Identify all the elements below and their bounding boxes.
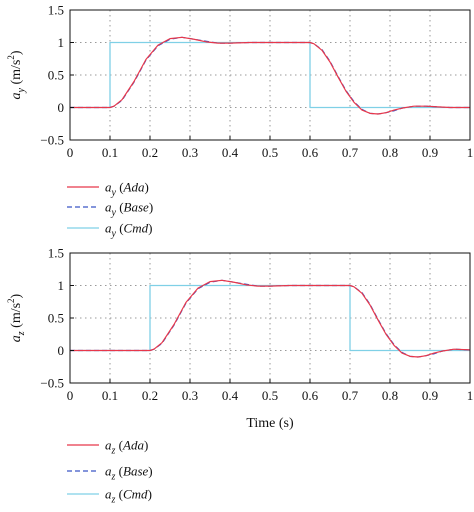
legend-label-open: ( <box>116 200 124 215</box>
legend-label-symbol: a <box>105 180 112 195</box>
x-tick-label: 1 <box>467 145 474 160</box>
x-tick-label: 0.1 <box>102 145 118 160</box>
y-axis-label-close: ) <box>9 293 24 298</box>
legend-label-close: ) <box>148 487 152 502</box>
y-axis-label: ay (m/s2) <box>6 50 27 99</box>
y-tick-label: −0.5 <box>40 376 64 391</box>
x-tick-label: 0.6 <box>302 388 319 403</box>
legend-label-close: ) <box>144 438 148 453</box>
x-tick-label: 0.4 <box>222 388 239 403</box>
legend-label-symbol: a <box>105 487 112 502</box>
legend-label-base: az (Base) <box>105 464 153 483</box>
x-tick-label: 0.3 <box>182 145 198 160</box>
legend-label-name: Cmd <box>123 487 148 502</box>
legend-label-name: Base <box>123 464 149 479</box>
x-tick-label: 0.1 <box>102 388 118 403</box>
y-axis-label-subscript: z <box>16 331 27 336</box>
legend-label-subscript: z <box>111 472 116 483</box>
legend-label-name: Cmd <box>124 221 149 236</box>
x-axis-label: Time (s) <box>246 416 294 431</box>
x-tick-label: 0 <box>67 145 74 160</box>
y-tick-label: −0.5 <box>40 133 64 148</box>
legend-label-base: ay (Base) <box>105 200 153 219</box>
legend-label-close: ) <box>148 221 152 236</box>
x-tick-label: 0.9 <box>422 145 438 160</box>
legend-label-close: ) <box>148 464 152 479</box>
legend-label-subscript: y <box>111 188 117 199</box>
legend-label-cmd: ay (Cmd) <box>105 221 152 240</box>
x-tick-label: 1 <box>467 388 474 403</box>
y-tick-label: 1.5 <box>48 3 64 18</box>
chart-az: 0 0.1 0.2 0.3 0.4 0.5 0.6 0.7 0.8 0.9 11.510.50−0.… <box>6 246 473 506</box>
legend: ay (Ada)ay (Base)ay (Cmd) <box>67 180 153 240</box>
legend-label-subscript: y <box>111 229 117 240</box>
legend-label-ada: az (Ada) <box>105 438 148 457</box>
x-tick-label: 0.3 <box>182 388 198 403</box>
x-tick-label: 0.7 <box>342 388 359 403</box>
legend-label-subscript: y <box>111 208 117 219</box>
y-axis-label-symbol: a <box>9 335 24 342</box>
x-tick-label: 0.8 <box>382 388 398 403</box>
y-tick-label: 1 <box>58 278 65 293</box>
y-axis-label-superscript: 2 <box>6 298 16 303</box>
y-axis-label-symbol: a <box>9 93 24 100</box>
legend-label-close: ) <box>149 200 153 215</box>
x-tick-label: 0.2 <box>142 388 158 403</box>
x-tick-label: 0.9 <box>422 388 438 403</box>
y-tick-label: 0 <box>58 100 65 115</box>
legend-label-subscript: z <box>111 446 116 457</box>
x-tick-label: 0 <box>67 388 74 403</box>
y-axis-label-superscript: 2 <box>6 55 16 60</box>
x-tick-label: 0.5 <box>262 388 278 403</box>
legend-label-open: ( <box>116 180 124 195</box>
series-line-ada <box>70 279 471 358</box>
chart-ay: 0 0.1 0.2 0.3 0.4 0.5 0.6 0.7 0.8 0.9 11.510.50−0.… <box>6 3 473 240</box>
legend-label-cmd: az (Cmd) <box>105 487 152 506</box>
legend-label-symbol: a <box>105 464 112 479</box>
legend-label-open: ( <box>115 487 123 502</box>
y-tick-label: 1 <box>58 35 65 50</box>
legend-label-symbol: a <box>105 438 112 453</box>
x-tick-label: 0.4 <box>222 145 239 160</box>
legend-label-name: Base <box>124 200 150 215</box>
y-axis-label-unit: (m/s <box>9 303 24 331</box>
y-tick-label: 0 <box>58 343 65 358</box>
legend-label-name: Ada <box>122 438 144 453</box>
legend-label-symbol: a <box>105 200 112 215</box>
x-tick-label: 0.6 <box>302 145 319 160</box>
legend-label-symbol: a <box>105 221 112 236</box>
series-line-ada <box>70 36 470 115</box>
y-axis-label-subscript: y <box>16 88 27 94</box>
y-tick-label: 0.5 <box>48 311 64 326</box>
legend-label-open: ( <box>115 438 123 453</box>
legend-label-open: ( <box>116 221 124 236</box>
y-axis-label-close: ) <box>9 50 24 55</box>
x-tick-label: 0.2 <box>142 145 158 160</box>
x-tick-label: 0.5 <box>262 145 278 160</box>
legend-label-subscript: z <box>111 495 116 506</box>
y-tick-label: 0.5 <box>48 68 64 83</box>
legend-label-open: ( <box>115 464 123 479</box>
y-axis-label: az (m/s2) <box>6 293 27 342</box>
legend-label-ada: ay (Ada) <box>105 180 149 199</box>
y-tick-label: 1.5 <box>48 246 64 261</box>
legend-label-close: ) <box>145 180 149 195</box>
x-tick-label: 0.8 <box>382 145 398 160</box>
legend: az (Ada)az (Base)az (Cmd) <box>67 438 153 506</box>
x-tick-label: 0.7 <box>342 145 359 160</box>
legend-label-name: Ada <box>123 180 145 195</box>
y-axis-label-unit: (m/s <box>9 60 24 88</box>
